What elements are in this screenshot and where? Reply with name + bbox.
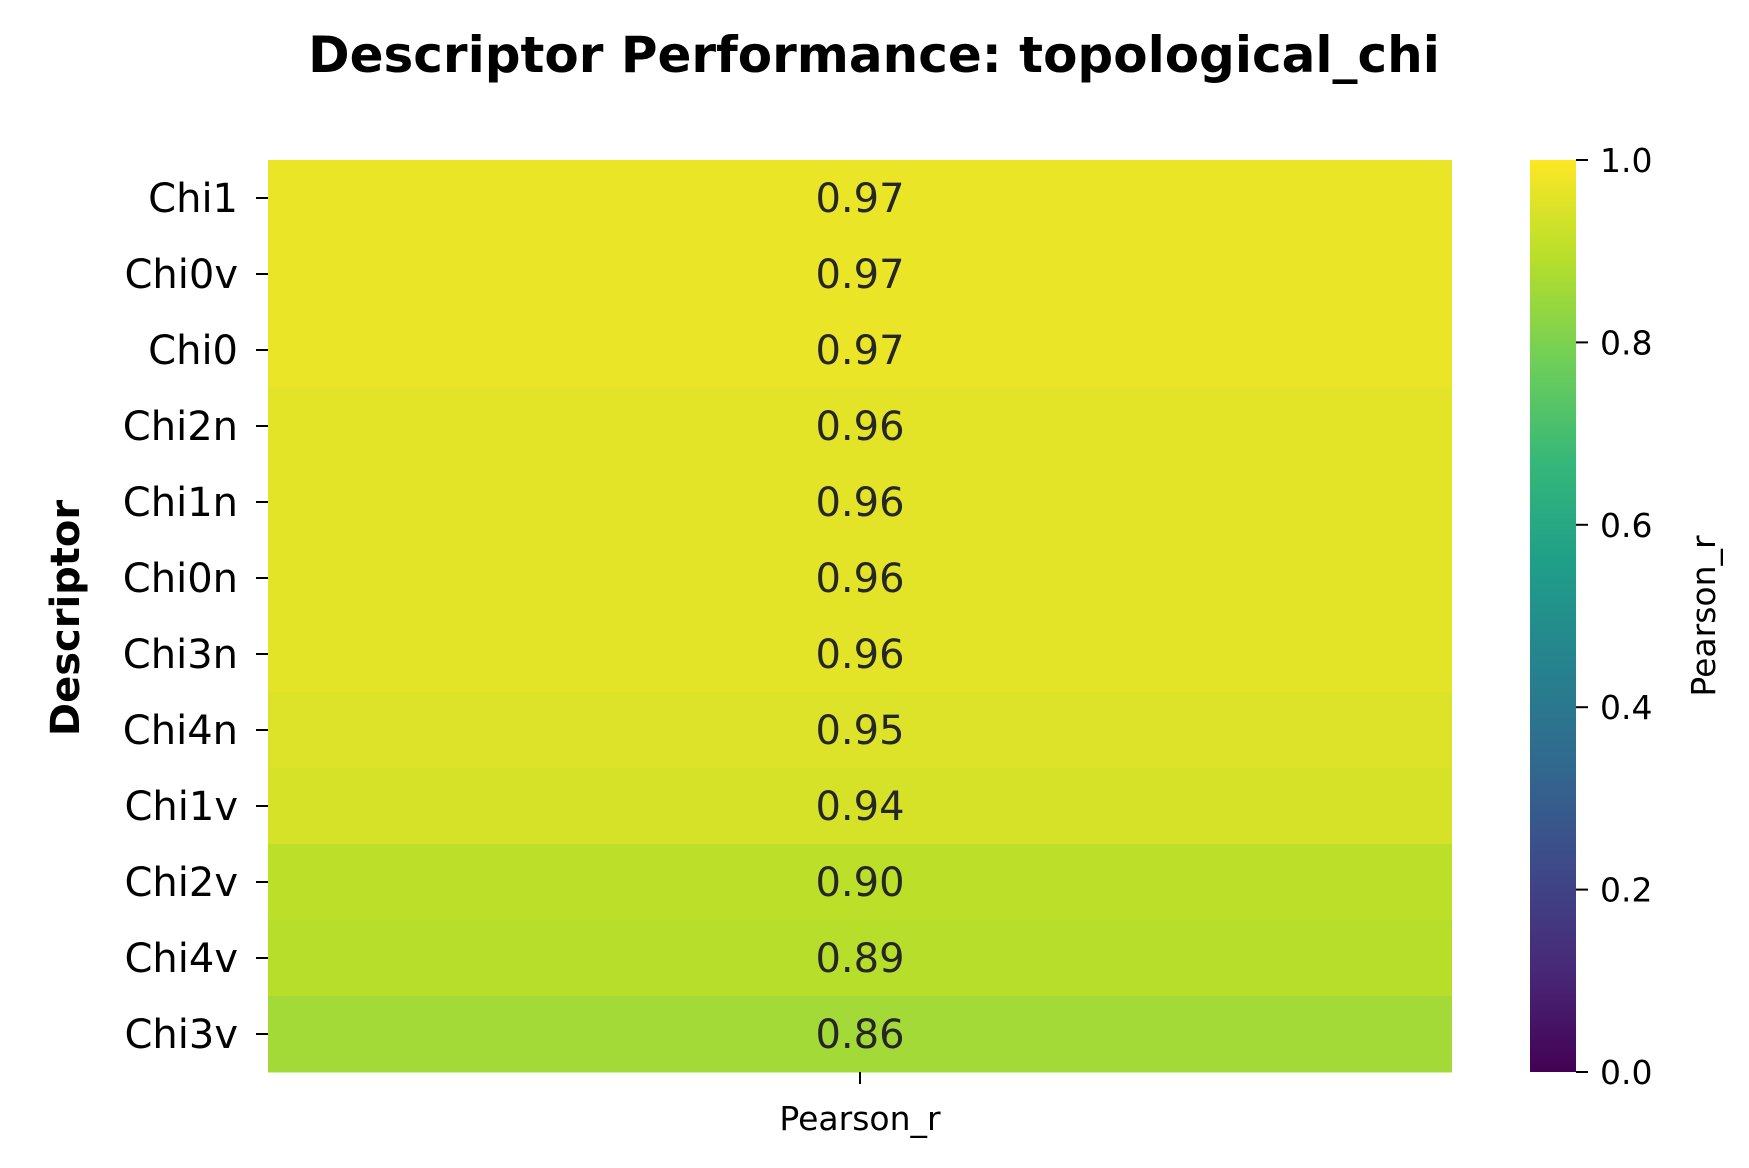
cell-value-label: 0.97 (815, 328, 904, 374)
heatmap-cell-chi0 (268, 312, 1452, 389)
heatmap-cell-chi1 (268, 160, 1452, 237)
x-axis-ticks: Pearson_r (779, 1072, 941, 1138)
cell-value-label: 0.96 (815, 480, 904, 526)
heatmap-cells (268, 160, 1452, 1073)
y-tick-label: Chi2n (123, 404, 238, 450)
heatmap-cell-chi3n (268, 616, 1452, 693)
cell-value-label: 0.97 (815, 252, 904, 298)
y-tick-label: Chi1n (123, 480, 238, 526)
colorbar (1530, 160, 1576, 1072)
cell-value-label: 0.96 (815, 632, 904, 678)
heatmap-cell-chi0n (268, 540, 1452, 617)
colorbar-tick-label: 1.0 (1600, 141, 1652, 180)
colorbar-tick-label: 0.8 (1600, 323, 1652, 362)
chart-title: Descriptor Performance: topological_chi (308, 26, 1440, 84)
y-axis-label: Descriptor (43, 500, 89, 737)
heatmap-cell-chi4v (268, 920, 1452, 997)
y-tick-label: Chi3v (124, 1012, 238, 1058)
colorbar-tick-label: 0.4 (1600, 688, 1652, 727)
colorbar-label: Pearson_r (1684, 535, 1723, 697)
colorbar-tick-label: 0.2 (1600, 871, 1652, 910)
y-tick-label: Chi2v (124, 860, 238, 906)
heatmap-cell-chi1n (268, 464, 1452, 541)
x-tick-label: Pearson_r (779, 1099, 941, 1138)
cell-value-label: 0.94 (815, 784, 904, 830)
cell-value-label: 0.95 (815, 708, 904, 754)
cell-value-label: 0.96 (815, 404, 904, 450)
colorbar-ticks: 0.0 0.2 0.4 0.6 0.8 1.0 (1576, 141, 1652, 1092)
colorbar-tick-label: 0.6 (1600, 506, 1652, 545)
y-tick-label: Chi1v (124, 784, 238, 830)
y-axis-ticks: Chi1 Chi0v Chi0 Chi2n Chi1n Chi0n Chi3n Chi4n Ch… (123, 176, 268, 1058)
colorbar-tick-label: 0.0 (1600, 1053, 1652, 1092)
cell-value-label: 0.86 (815, 1012, 904, 1058)
y-tick-label: Chi4n (123, 708, 238, 754)
heatmap-cell-labels: 0.97 0.97 0.97 0.96 0.96 0.96 0.96 0.95 0.94 0.90… (815, 176, 904, 1058)
cell-value-label: 0.89 (815, 936, 904, 982)
y-tick-label: Chi0n (123, 556, 238, 602)
heatmap-cell-chi3v (268, 996, 1452, 1073)
cell-value-label: 0.96 (815, 556, 904, 602)
y-tick-label: Chi1 (148, 176, 238, 222)
heatmap-cell-chi2n (268, 388, 1452, 465)
heatmap-cell-chi4n (268, 692, 1452, 769)
heatmap-cell-chi1v (268, 768, 1452, 845)
cell-value-label: 0.90 (815, 860, 904, 906)
heatmap-cell-chi0v (268, 236, 1452, 313)
y-tick-label: Chi0v (124, 252, 238, 298)
y-tick-label: Chi0 (148, 328, 238, 374)
heatmap-cell-chi2v (268, 844, 1452, 921)
cell-value-label: 0.97 (815, 176, 904, 222)
y-tick-label: Chi3n (123, 632, 238, 678)
y-tick-label: Chi4v (124, 936, 238, 982)
